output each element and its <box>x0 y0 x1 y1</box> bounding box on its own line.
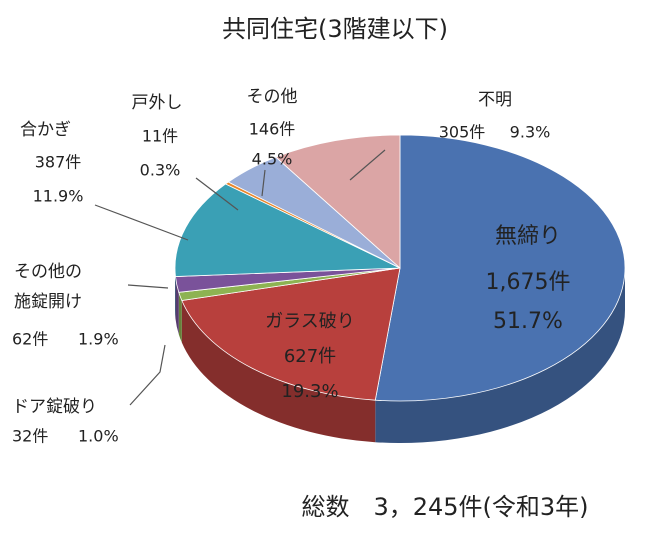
slice-side <box>181 300 376 443</box>
slice <box>275 134 401 269</box>
leader-line <box>94 204 189 241</box>
data-label: 62件 <box>12 330 48 349</box>
slice <box>181 267 401 401</box>
chart-title: 共同住宅(3階建以下) <box>222 15 448 43</box>
data-label: 0.3% <box>140 161 181 180</box>
data-label: 146件 <box>249 120 296 139</box>
leader-line <box>195 177 239 211</box>
slice-label: その他 <box>247 87 298 107</box>
data-label: 1,675件 <box>486 270 571 295</box>
slice-side <box>178 292 182 343</box>
leader-line <box>127 284 169 289</box>
data-label: 1.9% <box>78 330 119 349</box>
slice-label: 合かぎ <box>20 120 71 140</box>
slice-label: 戸外し <box>132 93 183 113</box>
data-label: 11件 <box>142 127 178 146</box>
data-label: 11.9% <box>33 187 84 206</box>
slice-label: その他の <box>14 262 82 282</box>
data-label: 4.5% <box>252 150 293 169</box>
data-label: 1.0% <box>78 427 119 446</box>
leader-line <box>349 149 386 181</box>
slice <box>374 134 626 402</box>
slice-label: ガラス破り <box>265 311 355 332</box>
data-label: 51.7% <box>493 309 563 334</box>
leader-line <box>261 169 266 197</box>
data-label: 627件 <box>284 346 336 367</box>
slice-label: 無締り <box>495 224 561 249</box>
data-label: 32件 <box>12 427 48 446</box>
slice-side <box>175 276 179 335</box>
total-annotation: 総数 3，245件(令和3年) <box>301 493 588 521</box>
slice <box>174 183 401 277</box>
leader-line <box>129 344 166 406</box>
slice-label: 不明 <box>478 90 512 110</box>
slice-label: 施錠開け <box>14 292 82 312</box>
data-label: 9.3% <box>510 123 551 142</box>
data-label: 387件 <box>35 153 82 172</box>
data-label: 19.3% <box>281 381 338 402</box>
slice-label: ドア錠破り <box>12 397 97 417</box>
data-label: 305件 <box>439 123 486 142</box>
